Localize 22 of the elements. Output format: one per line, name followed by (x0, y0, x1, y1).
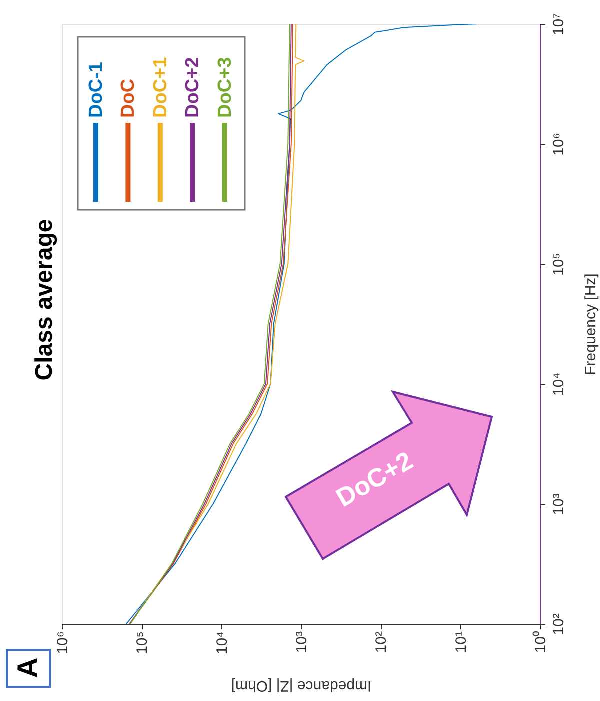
y-tick-label: 10⁵ (550, 253, 568, 276)
x-tick-label: 10⁶ (54, 632, 72, 654)
x-axis-title: Impedance |Z| [Ohm] (231, 678, 372, 694)
x-tick-label: 10² (373, 632, 390, 654)
y-tick-label: 10⁴ (550, 372, 568, 396)
text: DoC+1 (150, 56, 172, 118)
text: DoC-1 (86, 62, 107, 118)
y-tick-label: 10² (550, 614, 568, 636)
text: DoC+2 (182, 57, 204, 118)
y-tick-label: 10⁶ (550, 133, 568, 156)
text: A (12, 658, 43, 678)
x-tick-label: 10⁵ (134, 632, 152, 654)
text: DoC (118, 78, 140, 118)
x-tick-label: 10⁰ (532, 632, 550, 654)
x-tick-label: 10³ (294, 632, 310, 654)
text: DoC+3 (214, 57, 236, 118)
y-tick-label: 10⁷ (550, 13, 568, 36)
y-axis-title: Frequency [Hz] (582, 274, 600, 376)
x-tick-label: 10¹ (452, 632, 470, 654)
x-tick-label: 10⁴ (214, 632, 231, 655)
text: Class average (31, 219, 58, 381)
y-tick-label: 10³ (550, 494, 568, 516)
